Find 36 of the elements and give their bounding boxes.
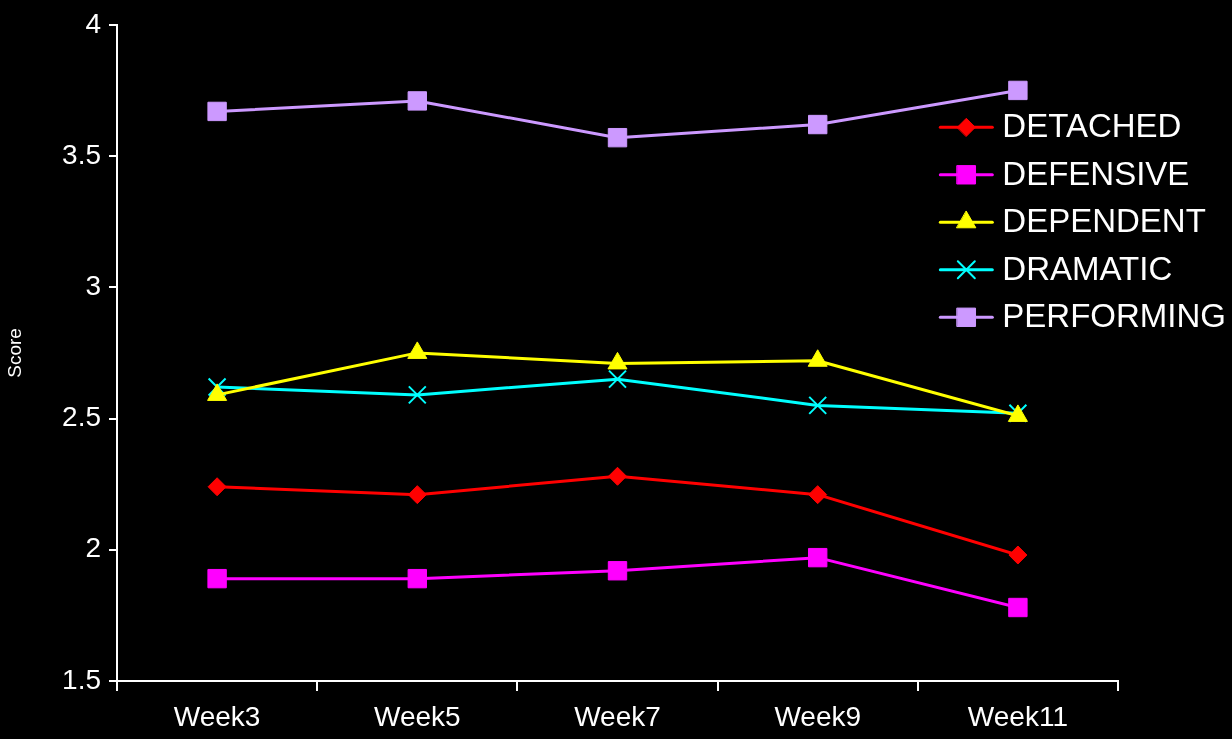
point bbox=[207, 477, 227, 497]
y-tick-label: 2 bbox=[85, 532, 101, 564]
point bbox=[1008, 80, 1028, 101]
point bbox=[608, 466, 627, 486]
y-tick-label: 4 bbox=[85, 7, 101, 39]
point bbox=[808, 395, 828, 415]
point bbox=[207, 101, 227, 122]
point bbox=[608, 369, 627, 389]
point bbox=[407, 568, 427, 589]
x-tick-label: Week5 bbox=[373, 700, 461, 732]
x-tick-label: Week3 bbox=[173, 700, 261, 732]
point bbox=[207, 377, 227, 397]
y-tick-label: 1.5 bbox=[62, 663, 101, 695]
point bbox=[1008, 545, 1028, 565]
point bbox=[407, 91, 427, 111]
x-tick-label: Week9 bbox=[774, 700, 862, 732]
y-axis-title: Score bbox=[3, 328, 25, 378]
y-tick-label: 3 bbox=[85, 270, 101, 301]
point bbox=[607, 127, 628, 148]
point bbox=[808, 485, 828, 505]
point bbox=[407, 485, 427, 505]
legend-label: DETACHED bbox=[1002, 107, 1182, 145]
point bbox=[207, 568, 227, 589]
y-tick-label: 2.5 bbox=[62, 401, 101, 433]
point bbox=[607, 561, 628, 581]
point bbox=[808, 547, 828, 568]
legend-label: DEPENDENT bbox=[1002, 202, 1206, 240]
point bbox=[407, 385, 427, 405]
legend-label: DEFENSIVE bbox=[1002, 154, 1190, 192]
y-tick-label: 3.5 bbox=[62, 138, 101, 170]
point bbox=[1008, 597, 1028, 618]
legend-label: PERFORMING bbox=[1002, 297, 1226, 335]
x-tick-label: Week7 bbox=[574, 700, 661, 732]
point bbox=[808, 114, 828, 135]
x-tick-label: Week11 bbox=[967, 700, 1068, 732]
legend-label: DRAMATIC bbox=[1002, 249, 1173, 287]
